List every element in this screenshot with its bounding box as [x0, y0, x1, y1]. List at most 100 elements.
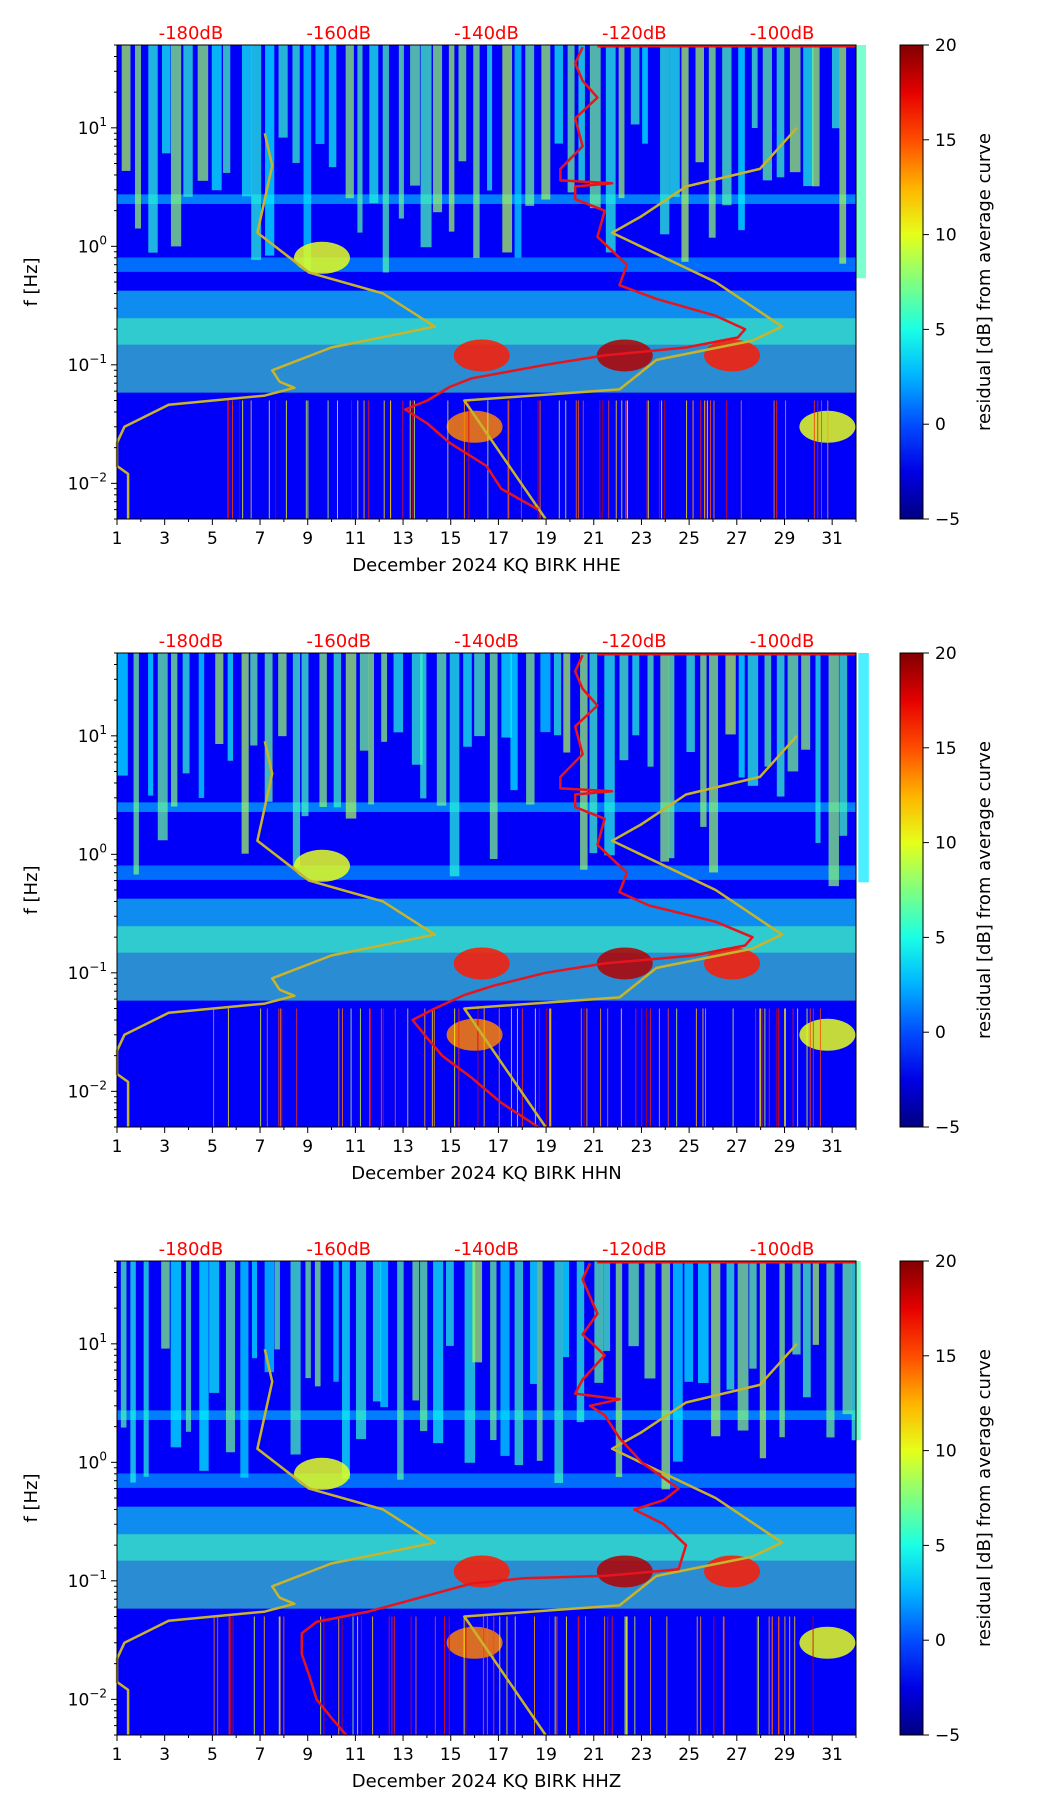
spectrogram	[117, 653, 869, 1127]
colorbar-tick-label: 5	[935, 1536, 946, 1556]
colorbar-tick-label: 5	[935, 320, 946, 340]
colorbar: 20 15 10 5 0 −5 residual [dB] from average cur…	[899, 36, 995, 530]
spectrogram-streak	[398, 45, 404, 219]
spectrogram-streak	[410, 45, 420, 186]
y-axis-label: f [Hz]	[21, 1473, 42, 1522]
spectrogram-streak	[660, 45, 670, 235]
curve-ref-right	[463, 126, 798, 520]
db-label: -180dB	[159, 631, 224, 652]
db-label: -120dB	[602, 631, 667, 652]
spectrogram-streak	[553, 653, 562, 736]
spectrogram-band	[117, 865, 856, 880]
spectrogram-streak	[170, 45, 182, 247]
colorbar: 20 15 10 5 0 −5 residual [dB] from average cur…	[899, 644, 995, 1138]
spectrogram-streak	[292, 653, 301, 868]
y-tick-label: 101	[78, 115, 107, 139]
colorbar-tick-label: 20	[935, 36, 957, 56]
colorbar-gradient	[899, 1260, 924, 1736]
spectrogram-streak	[789, 45, 801, 173]
spectrogram-streak	[839, 45, 847, 264]
x-tick-label: 9	[302, 1137, 313, 1157]
x-tick-label: 13	[392, 529, 414, 549]
x-tick-label: 27	[726, 1137, 748, 1157]
colorbar-tick-label: −5	[935, 510, 960, 530]
spectrogram-streak	[576, 1261, 585, 1423]
spectrogram-streak	[209, 1261, 220, 1393]
spectrogram-streak	[487, 45, 493, 191]
spectrogram-streak	[554, 1261, 564, 1483]
spectrogram-band	[117, 1473, 856, 1488]
spectrogram-streak	[605, 45, 616, 253]
x-tick-label: 27	[726, 529, 748, 549]
x-tick-label: 1	[112, 529, 123, 549]
db-label: -140dB	[454, 23, 519, 44]
x-tick-label: 11	[345, 1137, 367, 1157]
spectrogram-streak	[526, 653, 535, 805]
colorbar-tick-label: −5	[935, 1726, 960, 1746]
x-tick-label: 11	[345, 1745, 367, 1765]
spectrogram-streak	[642, 45, 648, 144]
x-tick-label: 9	[302, 529, 313, 549]
colorbar: 20 15 10 5 0 −5 residual [dB] from average cur…	[899, 1252, 995, 1746]
spectrogram-streak	[227, 653, 234, 761]
spectrogram-streak	[856, 45, 867, 279]
colorbar-gradient	[899, 44, 924, 520]
spectrogram-streak	[700, 653, 707, 827]
spectrogram-streak	[241, 45, 252, 197]
spectrogram-streak	[619, 653, 629, 761]
spectrogram-streak	[779, 1261, 785, 1438]
spectrogram-streak	[148, 653, 154, 796]
spectrogram-streak	[764, 653, 772, 767]
colorbar-tick-label: 0	[935, 415, 946, 435]
spectrogram-streak	[815, 653, 821, 843]
spectrogram-streak	[672, 1261, 683, 1462]
spectrogram-streak	[463, 653, 472, 747]
spectrogram-event	[596, 339, 653, 372]
spectrogram-streak	[474, 653, 485, 737]
curve-ref-right	[463, 734, 798, 1128]
spectrogram-streak	[117, 653, 128, 776]
spectrogram-streak	[737, 1261, 749, 1431]
spectrogram-streak	[738, 653, 745, 778]
spectrogram-streak	[525, 45, 535, 206]
x-tick-label: 9	[302, 1745, 313, 1765]
db-label: -180dB	[159, 1239, 224, 1260]
spectrogram-streak	[342, 1261, 350, 1480]
spectrogram-streak	[589, 45, 601, 209]
y-tick-label: 10−2	[68, 1686, 107, 1710]
spectrogram-streak	[380, 1261, 389, 1408]
x-tick-label: 29	[774, 1137, 796, 1157]
spectrogram-streak	[776, 45, 785, 178]
y-tick-label: 10−2	[68, 1078, 107, 1102]
spectrogram-streak	[831, 45, 840, 129]
spectrogram-streak	[554, 45, 563, 144]
spectrogram-streak	[514, 45, 522, 258]
spectrogram-streak	[278, 653, 287, 737]
spectrogram-streak	[801, 653, 811, 750]
x-tick-label: 27	[726, 1745, 748, 1765]
spectrogram-event	[294, 849, 351, 882]
spectrogram-streak	[345, 653, 357, 819]
spectrogram-streak	[301, 653, 309, 817]
db-label: -160dB	[306, 631, 371, 652]
spectrogram-streak	[397, 1261, 404, 1480]
spectrogram-streak	[510, 653, 518, 791]
spectrogram-streak	[449, 653, 460, 877]
spectrogram-streak	[333, 653, 341, 808]
spectrogram-band	[117, 802, 856, 812]
colorbar-gradient	[899, 652, 924, 1128]
y-tick-label: 101	[78, 723, 107, 747]
spectrogram-streak	[514, 1261, 524, 1466]
curve-station-psd	[411, 654, 754, 1129]
spectrogram-streak	[803, 45, 814, 187]
x-tick-label: 29	[774, 529, 796, 549]
db-label: -120dB	[602, 1239, 667, 1260]
spectrogram-streak	[615, 1261, 623, 1478]
x-tick-label: 7	[255, 529, 266, 549]
spectrogram-streak	[143, 1261, 149, 1477]
colorbar-tick-label: 10	[935, 1442, 957, 1462]
spectrogram-streak	[420, 653, 427, 799]
y-tick-label: 100	[78, 1449, 107, 1473]
spectrogram-streak	[580, 653, 588, 870]
